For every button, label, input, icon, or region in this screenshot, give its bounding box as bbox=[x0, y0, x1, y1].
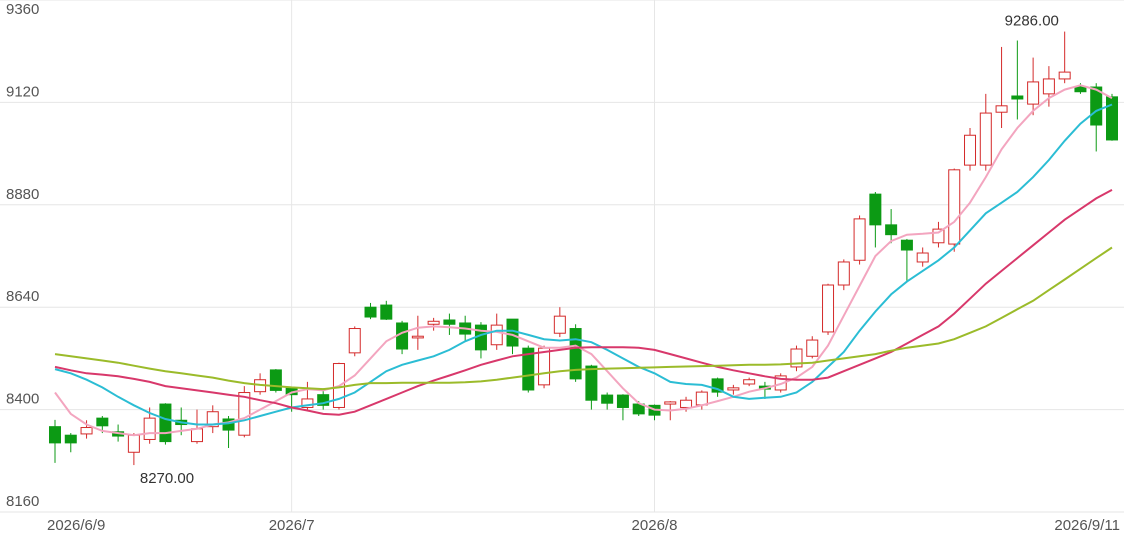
candle-body bbox=[80, 427, 93, 435]
candle-body bbox=[1106, 96, 1118, 141]
candle-body bbox=[411, 335, 424, 339]
candle-body bbox=[885, 224, 898, 236]
candle-body bbox=[1042, 78, 1055, 95]
candle-body bbox=[380, 304, 393, 320]
candle-body bbox=[964, 134, 977, 166]
candle-body bbox=[522, 347, 535, 391]
candle-body bbox=[727, 387, 740, 391]
candle-body bbox=[585, 365, 598, 401]
candle-body bbox=[680, 399, 693, 408]
candle-body bbox=[364, 306, 377, 318]
candle-body bbox=[1090, 86, 1103, 126]
candle-body bbox=[64, 434, 77, 444]
moving-average-line bbox=[54, 84, 1113, 437]
candle-body bbox=[127, 434, 140, 453]
y-tick-label: 8400 bbox=[6, 391, 39, 408]
candle-body bbox=[143, 417, 156, 440]
y-tick-label: 8160 bbox=[6, 493, 39, 510]
candle-body bbox=[601, 394, 614, 404]
candle-body bbox=[569, 328, 582, 380]
candle-body bbox=[1011, 95, 1024, 100]
candle-body bbox=[916, 252, 929, 263]
y-tick-label: 9120 bbox=[6, 83, 39, 100]
candle-body bbox=[837, 261, 850, 286]
candle-body bbox=[869, 193, 882, 226]
candle-body bbox=[238, 392, 251, 436]
candle-body bbox=[806, 339, 819, 357]
candle-body bbox=[427, 320, 440, 325]
x-tick-label: 2026/9/11 bbox=[1054, 517, 1120, 534]
moving-average-line bbox=[54, 103, 1113, 426]
candle-body bbox=[664, 401, 677, 405]
candle-body bbox=[443, 319, 456, 325]
candle-body bbox=[190, 428, 203, 443]
candle-body bbox=[616, 394, 629, 408]
candle-body bbox=[348, 328, 361, 354]
low-label: 8270.00 bbox=[140, 470, 194, 487]
candle-body bbox=[1027, 81, 1040, 105]
candle-body bbox=[1074, 86, 1087, 93]
candle-body bbox=[1058, 71, 1071, 80]
candle-body bbox=[900, 239, 913, 251]
candle-body bbox=[538, 347, 551, 386]
candle-body bbox=[948, 169, 961, 245]
moving-average-line bbox=[54, 246, 1113, 391]
candle-body bbox=[206, 411, 219, 428]
candle-body bbox=[317, 394, 330, 406]
candle-body bbox=[979, 112, 992, 166]
candle-body bbox=[853, 218, 866, 261]
x-tick-label: 2026/8 bbox=[632, 517, 678, 534]
candle-body bbox=[96, 417, 109, 427]
moving-average-line bbox=[54, 189, 1113, 416]
candle-body bbox=[695, 391, 708, 406]
candle-body bbox=[743, 379, 756, 385]
candle-body bbox=[822, 284, 835, 333]
y-tick-label: 8640 bbox=[6, 288, 39, 305]
candle-body bbox=[301, 398, 314, 408]
candle-body bbox=[269, 369, 282, 391]
candle-body bbox=[932, 228, 945, 244]
candle-body bbox=[711, 378, 724, 393]
candle-body bbox=[49, 426, 61, 444]
x-tick-label: 2026/7 bbox=[269, 517, 315, 534]
candle-body bbox=[490, 324, 503, 346]
y-tick-label: 8880 bbox=[6, 186, 39, 203]
candle-body bbox=[159, 403, 172, 443]
y-tick-label: 9360 bbox=[6, 1, 39, 18]
candle-body bbox=[790, 348, 803, 368]
candle-body bbox=[995, 105, 1008, 113]
candle-body bbox=[553, 315, 566, 334]
high-label: 9286.00 bbox=[1005, 13, 1059, 30]
x-tick-label: 2026/6/9 bbox=[47, 517, 105, 534]
